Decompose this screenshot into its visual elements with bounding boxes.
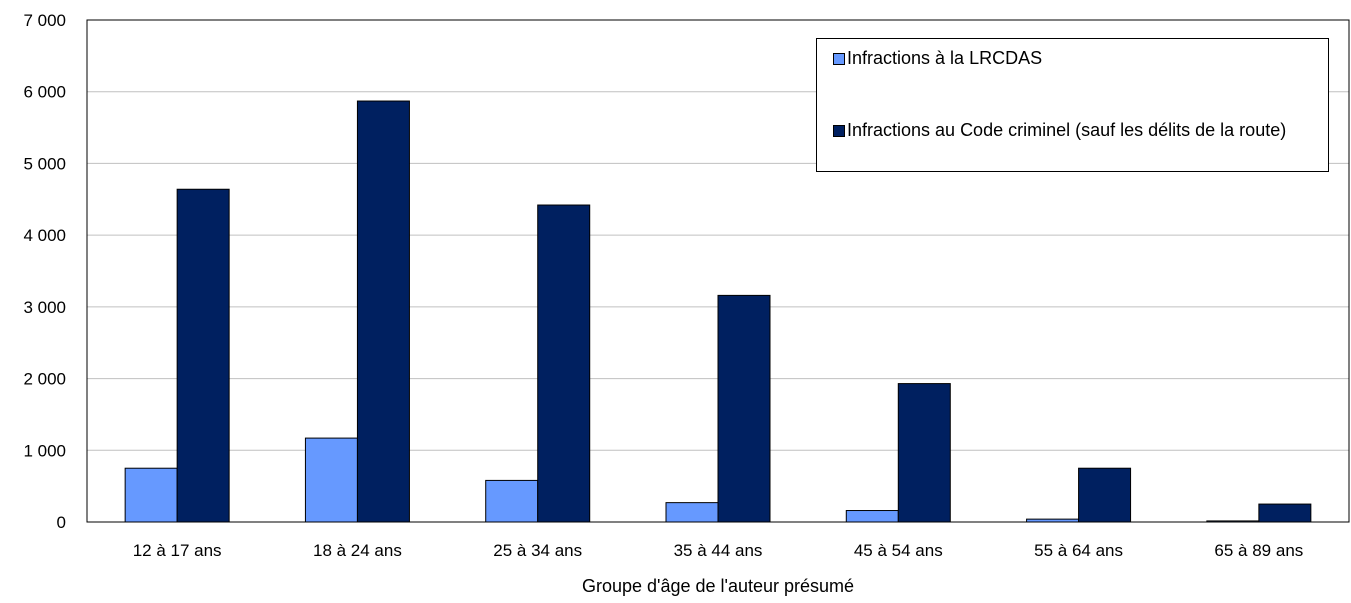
- x-tick-label: 45 à 54 ans: [854, 541, 943, 560]
- y-tick-label: 0: [57, 513, 66, 532]
- bar-code-criminel: [356, 100, 410, 523]
- chart-legend: Infractions à la LRCDAS Infractions au C…: [816, 38, 1329, 172]
- bar-lrcdas: [124, 467, 178, 523]
- bar-lrcdas: [485, 479, 539, 523]
- x-tick-label: 25 à 34 ans: [493, 541, 582, 560]
- x-tick-label: 12 à 17 ans: [133, 541, 222, 560]
- bar-code-criminel: [1078, 467, 1132, 523]
- y-tick-label: 6 000: [23, 83, 66, 102]
- y-tick-label: 5 000: [23, 154, 66, 173]
- x-tick-label: 55 à 64 ans: [1034, 541, 1123, 560]
- legend-item-lrcdas: Infractions à la LRCDAS: [833, 47, 1317, 69]
- x-tick-label: 35 à 44 ans: [674, 541, 763, 560]
- y-axis-tick-labels: 0 1 000 2 000 3 000 4 000 5 000 6 000 7 000: [23, 11, 66, 532]
- x-tick-label: 65 à 89 ans: [1214, 541, 1303, 560]
- bar-code-criminel: [537, 204, 591, 523]
- x-tick-label: 18 à 24 ans: [313, 541, 402, 560]
- bar-lrcdas: [665, 502, 719, 523]
- bar-code-criminel: [897, 383, 951, 523]
- y-tick-label: 3 000: [23, 298, 66, 317]
- bar-code-criminel: [1258, 503, 1312, 523]
- y-tick-label: 4 000: [23, 226, 66, 245]
- plot-area-frame: [86, 19, 1350, 523]
- legend-swatch-code-criminel: [833, 125, 845, 137]
- y-tick-label: 2 000: [23, 370, 66, 389]
- bar-code-criminel: [717, 294, 771, 523]
- bar-lrcdas: [845, 510, 899, 523]
- bar-code-criminel: [176, 188, 230, 523]
- legend-label-lrcdas: Infractions à la LRCDAS: [847, 48, 1043, 68]
- bar-lrcdas: [304, 437, 358, 523]
- legend-swatch-lrcdas: [833, 53, 845, 65]
- y-tick-label: 7 000: [23, 11, 66, 30]
- bars: [124, 100, 1312, 523]
- legend-item-code-criminel: Infractions au Code criminel (sauf les d…: [833, 119, 1317, 141]
- x-axis-tick-labels: 12 à 17 ans 18 à 24 ans 25 à 34 ans 35 à 44…: [133, 541, 1304, 560]
- y-tick-label: 1 000: [23, 441, 66, 460]
- legend-label-code-criminel: Infractions au Code criminel (sauf les d…: [847, 120, 1287, 140]
- x-axis-title: Groupe d'âge de l'auteur présumé: [582, 576, 854, 596]
